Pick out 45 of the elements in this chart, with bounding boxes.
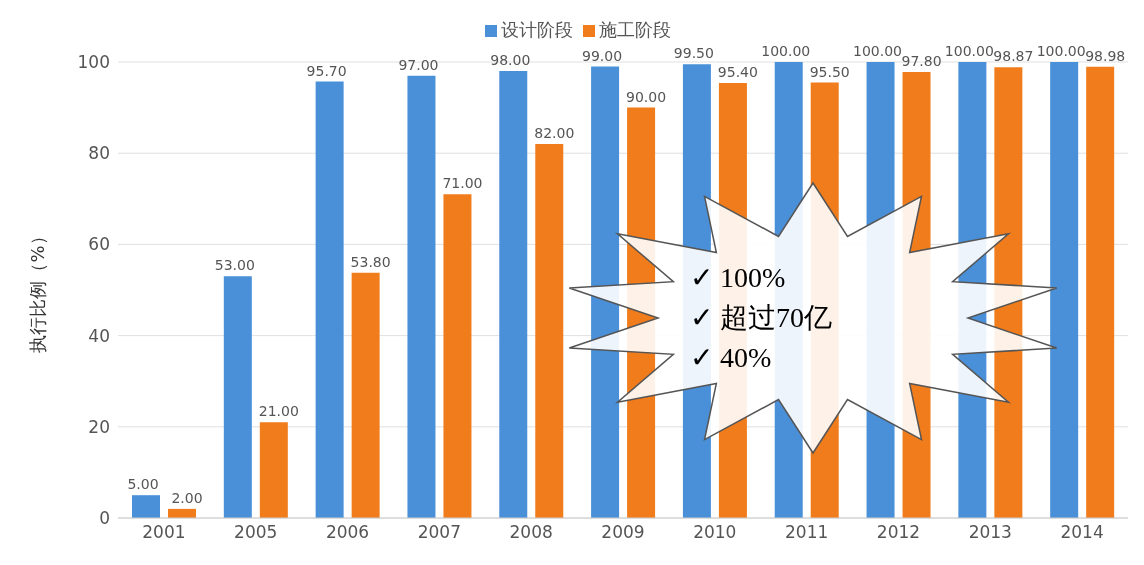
data-label: 90.00	[626, 88, 667, 105]
data-label: 71.00	[442, 175, 483, 192]
annotation: ✓ 40%	[690, 341, 773, 375]
y-tick-label: 20	[88, 416, 110, 437]
x-tick-label: 2006	[325, 522, 370, 543]
data-label: 95.50	[809, 63, 850, 80]
x-tick-label: 2008	[509, 522, 553, 543]
data-label: 97.80	[901, 53, 942, 70]
y-tick-label: 80	[88, 143, 110, 164]
x-tick-label: 2010	[693, 522, 737, 543]
legend-label: 施工阶段	[599, 19, 671, 40]
y-axis-title: 执行比例（%）	[27, 227, 49, 353]
data-label: 99.00	[582, 47, 623, 64]
data-label: 95.40	[717, 63, 758, 80]
annotation: ✓ 超过70亿	[690, 301, 832, 335]
x-tick-label: 2007	[417, 522, 461, 543]
data-label: 5.00	[127, 476, 159, 493]
y-tick-label: 0	[99, 508, 110, 529]
x-tick-label: 2009	[601, 522, 645, 543]
y-tick-label: 60	[88, 234, 110, 255]
x-tick-label: 2013	[968, 522, 1012, 543]
data-label: 100.00	[944, 43, 994, 59]
data-label: 82.00	[534, 125, 575, 142]
data-label: 95.70	[306, 62, 347, 79]
data-label: 97.00	[398, 56, 439, 73]
y-tick-label: 40	[88, 325, 110, 346]
data-label: 98.98	[1085, 47, 1126, 64]
data-label: 21.00	[258, 403, 299, 420]
x-tick-label: 2001	[142, 522, 186, 543]
x-tick-label: 2011	[785, 522, 829, 543]
data-label: 100.00	[1036, 43, 1086, 59]
x-tick-label: 2012	[876, 522, 921, 543]
data-label: 98.87	[993, 48, 1034, 65]
data-label: 99.50	[673, 45, 714, 62]
data-label: 53.00	[214, 257, 255, 274]
annotation: ✓ 100%	[690, 261, 787, 295]
legend-label: 设计阶段	[501, 19, 573, 40]
data-label: 100.00	[761, 43, 811, 59]
data-label: 53.80	[350, 253, 391, 270]
y-tick-label: 100	[77, 52, 110, 73]
x-tick-label: 2014	[1060, 522, 1104, 543]
data-label: 100.00	[853, 43, 903, 59]
data-label: 2.00	[171, 489, 203, 506]
data-label: 98.00	[490, 52, 531, 69]
x-tick-label: 2005	[234, 522, 278, 543]
